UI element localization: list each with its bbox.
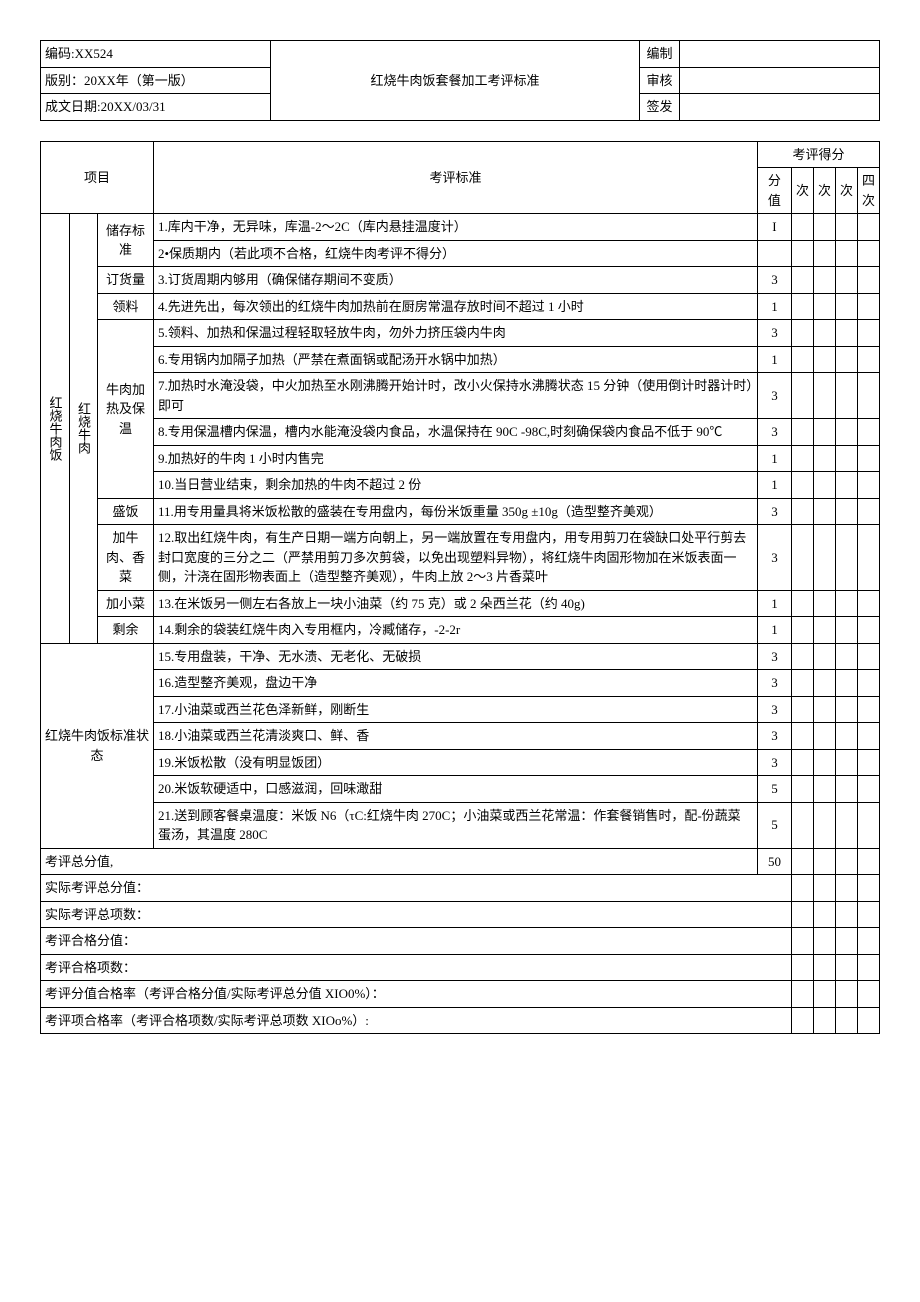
th-c1: 次 (791, 168, 813, 214)
v1: I (757, 214, 791, 241)
v6: 1 (757, 346, 791, 373)
evaluation-table: 项目 考评标准 考评得分 分值 次 次 次 四次 红烧牛肉饭 红烧牛肉 储存标准… (40, 141, 880, 1035)
footer-f7: 考评项合格率（考评合格项数/实际考评总项数 XIOo%）: (41, 1007, 792, 1034)
v15: 3 (757, 643, 791, 670)
r13: 13.在米饭另一侧左右各放上一块小油菜（约 75 克）或 2 朵西兰花（约 40… (154, 590, 758, 617)
approver-2-label: 审核 (640, 67, 680, 94)
version-cell: 版别：20XX年（第一版） (41, 67, 271, 94)
r9: 9.加热好的牛肉 1 小时内售完 (154, 445, 758, 472)
r14: 14.剩余的袋装红烧牛肉入专用框内，冷臧储存，-2-2r (154, 617, 758, 644)
cat-side: 加小菜 (98, 590, 154, 617)
approver-3-label: 签发 (640, 94, 680, 121)
approver-1-value (680, 41, 880, 68)
r6: 6.专用锅内加隔子加热（严禁在煮面锅或配汤开水锅中加热） (154, 346, 758, 373)
th-score-group: 考评得分 (757, 141, 879, 168)
v5: 3 (757, 320, 791, 347)
approver-2-value (680, 67, 880, 94)
footer-f3: 实际考评总项数： (41, 901, 792, 928)
footer-f4: 考评合格分值： (41, 928, 792, 955)
cat-heat: 牛肉加热及保温 (98, 320, 154, 499)
r8: 8.专用保温槽内保温，槽内水能淹没袋内食品，水温保持在 90C -98C,时刻确… (154, 419, 758, 446)
r10: 10.当日营业结束，剩余加热的牛肉不超过 2 份 (154, 472, 758, 499)
r12: 12.取出红烧牛肉，有生产日期一端方向朝上，另一端放置在专用盘内，用专用剪刀在袋… (154, 525, 758, 591)
footer-f5: 考评合格项数： (41, 954, 792, 981)
th-c2: 次 (813, 168, 835, 214)
v12: 3 (757, 525, 791, 591)
subgroup-a1: 红烧牛肉 (69, 214, 98, 644)
th-value: 分值 (757, 168, 791, 214)
v21: 5 (757, 802, 791, 848)
v19: 3 (757, 749, 791, 776)
v13: 1 (757, 590, 791, 617)
group-b: 红烧牛肉饭标准状态 (41, 643, 154, 848)
footer-total-label: 考评总分值, (41, 848, 758, 875)
r15: 15.专用盘装，干净、无水渍、无老化、无破损 (154, 643, 758, 670)
v18: 3 (757, 723, 791, 750)
date-cell: 成文日期:20XX/03/31 (41, 94, 271, 121)
v16: 3 (757, 670, 791, 697)
r2: 2•保质期内（若此项不合格，红烧牛肉考评不得分） (154, 240, 758, 267)
v11: 3 (757, 498, 791, 525)
cat-beef-herb: 加牛肉、香菜 (98, 525, 154, 591)
th-c4: 四次 (857, 168, 879, 214)
approver-1-label: 编制 (640, 41, 680, 68)
v8: 3 (757, 419, 791, 446)
r19: 19.米饭松散（没有明显饭团） (154, 749, 758, 776)
group-a: 红烧牛肉饭 (41, 214, 70, 644)
cat-receive: 领料 (98, 293, 154, 320)
r20: 20.米饭软硬适中，口感滋润，回味澉甜 (154, 776, 758, 803)
v10: 1 (757, 472, 791, 499)
v17: 3 (757, 696, 791, 723)
v9: 1 (757, 445, 791, 472)
v7: 3 (757, 373, 791, 419)
r1: 1.库内干净，无异味，库温-2～2C（库内悬挂温度计） (154, 214, 758, 241)
th-c3: 次 (835, 168, 857, 214)
cat-rice: 盛饭 (98, 498, 154, 525)
cat-storage: 储存标准 (98, 214, 154, 267)
r18: 18.小油菜或西兰花清淡爽口、鲜、香 (154, 723, 758, 750)
r3: 3.订货周期内够用（确保储存期间不变质） (154, 267, 758, 294)
v14: 1 (757, 617, 791, 644)
v20: 5 (757, 776, 791, 803)
r4: 4.先进先出，每次领出的红烧牛肉加热前在厨房常温存放时间不超过 1 小时 (154, 293, 758, 320)
r21: 21.送到顾客餐桌温度：米饭 N6（τC:红烧牛肉 270C；小油菜或西兰花常温… (154, 802, 758, 848)
doc-title: 红烧牛肉饭套餐加工考评标准 (271, 41, 640, 121)
v3: 3 (757, 267, 791, 294)
r17: 17.小油菜或西兰花色泽新鲜，刚断生 (154, 696, 758, 723)
v4: 1 (757, 293, 791, 320)
cat-remain: 剩余 (98, 617, 154, 644)
cat-order: 订货量 (98, 267, 154, 294)
th-item: 项目 (41, 141, 154, 214)
r7: 7.加热时水淹没袋，中火加热至水刚沸腾开始计时，改小火保持水沸腾状态 15 分钟… (154, 373, 758, 419)
footer-f6: 考评分值合格率（考评合格分值/实际考评总分值 XIO0%）： (41, 981, 792, 1008)
approver-3-value (680, 94, 880, 121)
doc-header-table: 编码:XX524 红烧牛肉饭套餐加工考评标准 编制 版别：20XX年（第一版） … (40, 40, 880, 121)
r5: 5.领料、加热和保温过程轻取轻放牛肉，勿外力挤压袋内牛肉 (154, 320, 758, 347)
code-cell: 编码:XX524 (41, 41, 271, 68)
r16: 16.造型整齐美观，盘边干净 (154, 670, 758, 697)
th-standard: 考评标准 (154, 141, 758, 214)
footer-f2: 实际考评总分值： (41, 875, 792, 902)
r11: 11.用专用量具将米饭松散的盛装在专用盘内，每份米饭重量 350g ±10g（造… (154, 498, 758, 525)
footer-total-value: 50 (757, 848, 791, 875)
